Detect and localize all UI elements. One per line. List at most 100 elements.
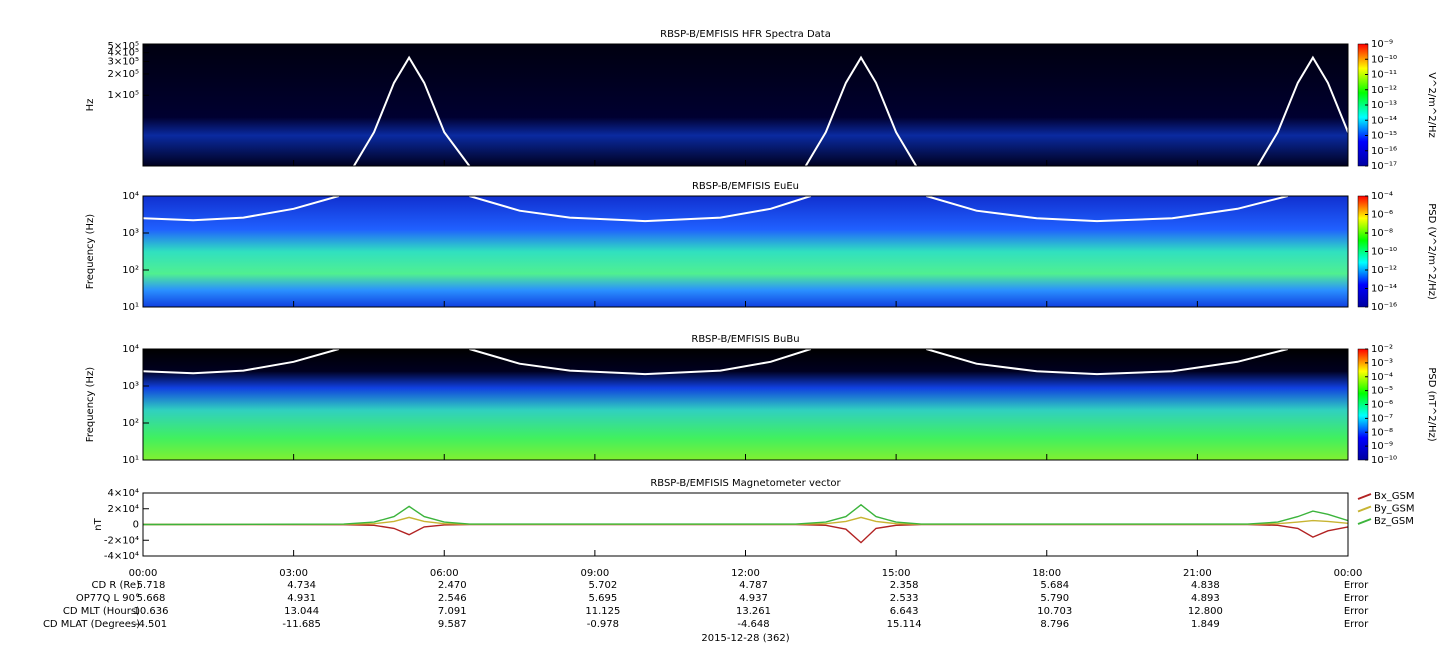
plot-frame	[142, 492, 1349, 557]
ephemeris-value: Error	[1344, 593, 1369, 604]
y-tick-label: 0	[133, 520, 139, 531]
colorbar-tick-label: 10⁻¹²	[1371, 85, 1397, 96]
y-axis-label: Frequency (Hz)	[85, 367, 96, 443]
y-tick-label: 10²	[122, 418, 139, 429]
colorbar-tick-label: 10⁻⁶	[1371, 210, 1393, 221]
panel-title: RBSP-B/EMFISIS HFR Spectra Data	[660, 29, 831, 40]
ephemeris-value: 5.695	[589, 593, 618, 604]
plasma-line	[143, 196, 340, 222]
legend-label: Bx_GSM	[1374, 491, 1415, 502]
ephemeris-value: -4.501	[135, 619, 167, 630]
plasma-line	[926, 196, 1289, 223]
plasma-line	[353, 55, 471, 166]
ephemeris-value: 6.643	[890, 606, 919, 617]
colorbar-tick-label: 10⁻¹⁴	[1371, 284, 1397, 295]
ephemeris-value: 4.893	[1191, 593, 1220, 604]
colorbar-tick-label: 10⁻⁸	[1371, 427, 1393, 438]
colorbar-tick-label: 10⁻⁵	[1371, 386, 1393, 397]
y-axis-label: Frequency (Hz)	[85, 214, 96, 290]
colorbar-tick-label: 10⁻⁹	[1371, 39, 1393, 50]
legend-swatch	[1357, 505, 1372, 513]
ephemeris-value: 2.546	[438, 593, 467, 604]
x-tick-label: 21:00	[1183, 568, 1212, 579]
ephemeris-value: -4.648	[737, 619, 769, 630]
legend-label: By_GSM	[1374, 504, 1415, 515]
ephemeris-value: Error	[1344, 580, 1369, 591]
y-tick-label: 2×10⁵	[108, 69, 139, 80]
plot-frame	[142, 195, 1349, 308]
y-tick-label: 4×10⁴	[108, 488, 139, 499]
legend-swatch	[1357, 518, 1372, 525]
y-tick-label: 10³	[122, 228, 139, 239]
ephemeris-value: -11.685	[282, 619, 321, 630]
plasma-line	[1256, 55, 1348, 166]
colorbar-tick-label: 10⁻¹⁷	[1371, 161, 1397, 172]
x-tick-label: 00:00	[1334, 568, 1363, 579]
y-axis-label: nT	[93, 517, 104, 530]
y-tick-label: 10⁴	[122, 191, 139, 202]
y-tick-label: 1×10⁵	[108, 90, 139, 101]
date-label: 2015-12-28 (362)	[701, 633, 789, 644]
ephemeris-label: CD MLAT (Degrees)	[43, 619, 140, 630]
colorbar-tick-label: 10⁻¹⁴	[1371, 115, 1397, 126]
ephemeris-value: 2.533	[890, 593, 919, 604]
x-tick-label: 00:00	[129, 568, 158, 579]
ephemeris-value: 9.587	[438, 619, 467, 630]
ephemeris-value: 7.091	[438, 606, 467, 617]
ephemeris-value: Error	[1344, 606, 1369, 617]
y-tick-label: 10¹	[122, 302, 139, 313]
y-tick-label: 5×10⁵	[108, 41, 139, 52]
ephemeris-value: 15.114	[887, 619, 922, 630]
x-tick-label: 18:00	[1032, 568, 1061, 579]
y-tick-label: -2×10⁴	[104, 535, 139, 546]
ephemeris-value: 5.684	[1040, 580, 1069, 591]
legend-swatch	[1357, 493, 1372, 500]
ephemeris-value: 8.796	[1040, 619, 1069, 630]
colorbar-label: PSD (V^2/m^2/Hz)	[1426, 203, 1437, 300]
x-tick-label: 06:00	[430, 568, 459, 579]
y-tick-label: 10¹	[122, 455, 139, 466]
y-tick-label: 4×10⁵	[108, 48, 139, 59]
ephemeris-value: 10.703	[1037, 606, 1072, 617]
ephemeris-value: 1.849	[1191, 619, 1220, 630]
ephemeris-value: 4.787	[739, 580, 768, 591]
panel-title: RBSP-B/EMFISIS BuBu	[691, 334, 799, 345]
ephemeris-value: 4.937	[739, 593, 768, 604]
ephemeris-value: 13.261	[736, 606, 771, 617]
colorbar-tick-label: 10⁻¹⁶	[1371, 146, 1397, 157]
ephemeris-value: 12.800	[1188, 606, 1223, 617]
colorbar-tick-label: 10⁻⁷	[1371, 413, 1393, 424]
colorbar-tick-label: 10⁻²	[1371, 344, 1393, 355]
x-tick-label: 09:00	[580, 568, 609, 579]
plasma-line	[469, 196, 812, 223]
ephemeris-value: 5.790	[1040, 593, 1069, 604]
colorbar-tick-label: 10⁻³	[1371, 358, 1393, 369]
plasma-line	[143, 349, 340, 375]
series-line	[143, 503, 1348, 526]
colorbar-tick-label: 10⁻¹⁶	[1371, 302, 1397, 313]
ephemeris-value: 5.702	[589, 580, 618, 591]
x-tick-label: 03:00	[279, 568, 308, 579]
colorbar-tick-label: 10⁻¹¹	[1371, 70, 1397, 81]
ephemeris-label: CD R (Re)	[92, 580, 141, 591]
colorbar-label: PSD (nT^2/Hz)	[1426, 367, 1437, 441]
series-line	[143, 523, 1348, 544]
ephemeris-label: CD MLT (Hours)	[63, 606, 140, 617]
x-tick-label: 15:00	[882, 568, 911, 579]
ephemeris-value: 2.358	[890, 580, 919, 591]
colorbar-tick-label: 10⁻¹³	[1371, 100, 1397, 111]
spectrogram	[143, 44, 1348, 166]
spectrogram	[143, 349, 1348, 460]
ephemeris-value: 5.668	[137, 593, 166, 604]
colorbar-tick-label: 10⁻⁸	[1371, 228, 1393, 239]
colorbar-tick-label: 10⁻⁴	[1371, 372, 1393, 383]
plot-frame	[142, 348, 1349, 461]
plasma-line	[804, 55, 918, 166]
ephemeris-value: 11.125	[585, 606, 620, 617]
series-line	[143, 516, 1348, 526]
colorbar-tick-label: 10⁻¹⁰	[1371, 247, 1397, 258]
panel-title: RBSP-B/EMFISIS Magnetometer vector	[650, 478, 841, 489]
y-tick-label: -4×10⁴	[104, 551, 139, 562]
ephemeris-value: 4.734	[287, 580, 316, 591]
